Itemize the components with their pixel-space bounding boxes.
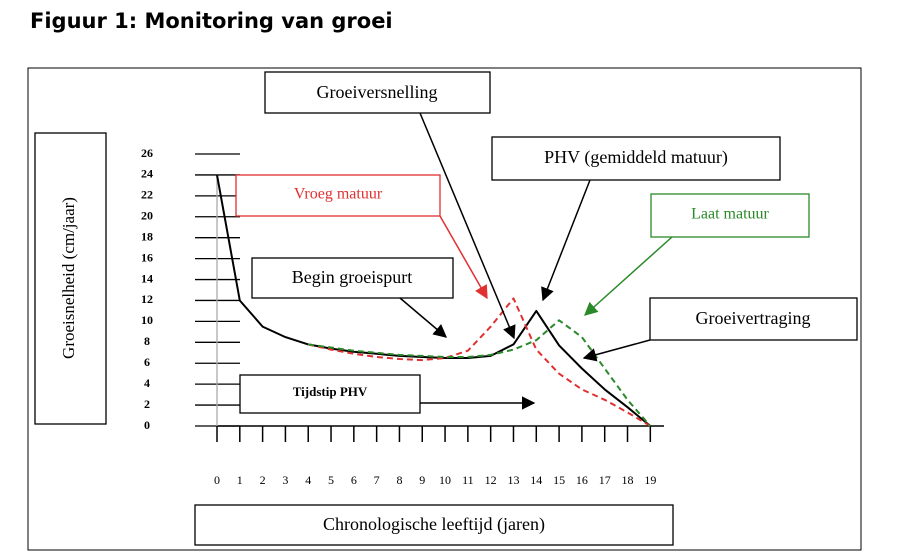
- annotation: Groeiversnelling: [317, 82, 438, 102]
- x-tick-label: 6: [351, 473, 357, 487]
- series-line: [216, 174, 651, 427]
- x-tick-label: 8: [396, 473, 402, 487]
- annotation: Laat matuur: [691, 206, 769, 223]
- x-tick-label: 0: [214, 473, 220, 487]
- x-tick-label: 7: [374, 473, 380, 487]
- annotation-box: [239, 374, 421, 414]
- x-tick-label: 10: [439, 473, 451, 487]
- y-tick-label: 6: [144, 355, 150, 369]
- annotation: Groeivertraging: [696, 308, 811, 328]
- annotation: Begin groeispurt: [292, 267, 412, 287]
- x-tick-label: 4: [305, 473, 311, 487]
- y-tick-label: 4: [144, 376, 150, 390]
- arrow: [399, 297, 448, 338]
- arrow: [439, 215, 488, 300]
- x-tick-label: 2: [260, 473, 266, 487]
- annotation-box: [650, 193, 810, 238]
- annotation-box: [649, 297, 858, 341]
- arrow: [582, 339, 651, 362]
- x-tick-label: 14: [530, 473, 542, 487]
- annotations: Groeiversnelling PHV (gemiddeld matuur) …: [235, 71, 858, 414]
- annotation-box: [491, 136, 781, 181]
- x-tick-label: 16: [576, 473, 588, 487]
- x-tick-label: 17: [599, 473, 611, 487]
- y-tick-label: 14: [141, 271, 153, 285]
- x-tick-label: 12: [485, 473, 497, 487]
- y-tick-label: 22: [141, 188, 153, 202]
- y-tick-label: 18: [141, 229, 153, 243]
- series-line: [308, 319, 652, 427]
- y-tick-label: 20: [141, 209, 153, 223]
- y-tick-label: 10: [141, 313, 153, 327]
- arrow: [419, 112, 516, 340]
- x-tick-label: 5: [328, 473, 334, 487]
- annotation-box: [264, 71, 491, 114]
- x-tick-label: 1: [237, 473, 243, 487]
- arrow: [541, 179, 591, 302]
- x-tick-label: 15: [553, 473, 565, 487]
- annotation: Tijdstip PHV: [293, 384, 368, 399]
- x-tick-label: 3: [282, 473, 288, 487]
- x-tick-label: 13: [507, 473, 519, 487]
- x-label-box: [194, 504, 674, 546]
- y-axis-label: Groeisnelheid (cm/jaar): [59, 197, 78, 359]
- x-axis-label: Chronologische leeftijd (jaren): [323, 514, 545, 535]
- x-tick-label: 11: [462, 473, 474, 487]
- y-tick-label: 16: [141, 250, 153, 264]
- x-tick-label: 9: [419, 473, 425, 487]
- y-label-box: [34, 132, 107, 425]
- arrow: [583, 236, 673, 316]
- y-tick-label: 12: [141, 292, 153, 306]
- y-tick-label: 2: [144, 397, 150, 411]
- y-tick-label: 8: [144, 334, 150, 348]
- annotation: PHV (gemiddeld matuur): [544, 147, 728, 168]
- annotation: Vroeg matuur: [294, 186, 383, 203]
- frame: [27, 67, 862, 551]
- y-tick-label: 26: [141, 146, 153, 160]
- y-tick-label: 24: [141, 167, 153, 181]
- figure-title: Figuur 1: Monitoring van groei: [30, 9, 393, 33]
- annotation-box: [235, 174, 441, 217]
- series-line: [307, 297, 651, 427]
- y-tick-label: 0: [144, 418, 150, 432]
- x-tick-label: 18: [622, 473, 634, 487]
- annotation-box: [251, 257, 454, 299]
- x-tick-label: 19: [644, 473, 656, 487]
